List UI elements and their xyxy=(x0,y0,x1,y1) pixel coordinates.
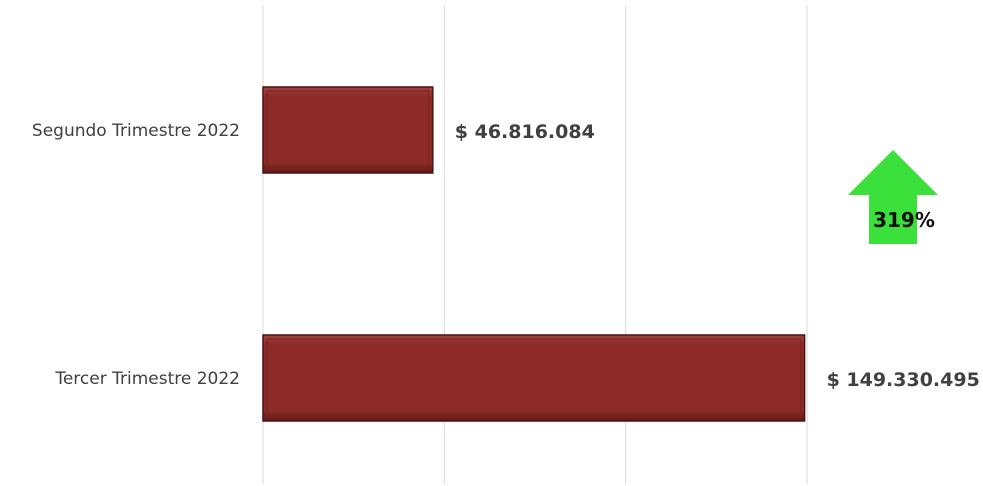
bar xyxy=(262,334,806,422)
growth-annotation: 319% xyxy=(848,150,938,244)
value-label: $ 149.330.495 xyxy=(827,369,980,391)
bar-bevel xyxy=(266,338,802,418)
up-arrow-icon xyxy=(848,150,938,244)
category-label: Segundo Trimestre 2022 xyxy=(32,121,240,141)
bars xyxy=(262,86,806,422)
value-label: $ 46.816.084 xyxy=(455,121,595,143)
growth-percent-label: 319% xyxy=(873,208,935,232)
bar-bevel xyxy=(266,90,430,170)
bar xyxy=(262,86,434,174)
labels: Segundo Trimestre 2022 $ 46.816.084 Tercer… xyxy=(32,121,980,391)
category-label: Tercer Trimestre 2022 xyxy=(54,369,240,389)
